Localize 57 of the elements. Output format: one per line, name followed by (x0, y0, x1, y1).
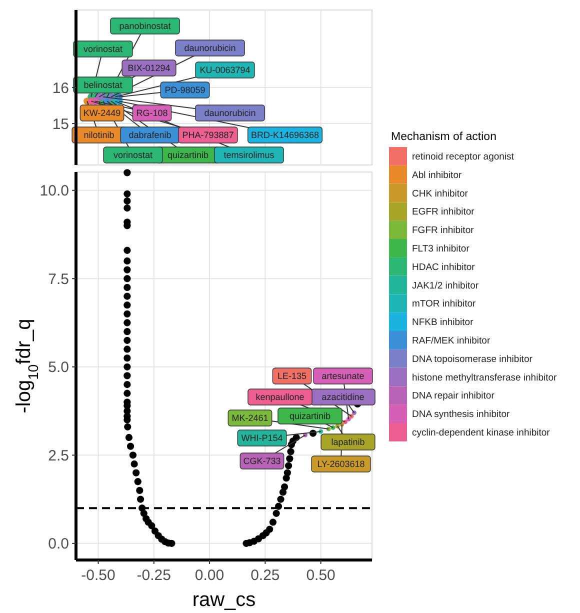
data-label: daunorubicin (184, 43, 236, 54)
data-label: belinostat (84, 80, 123, 90)
data-label: quizartinib (289, 411, 331, 422)
legend-label: cyclin-dependent kinase inhibitor (412, 428, 550, 438)
y-tick-label: 2.5 (48, 447, 69, 464)
data-label: daunorubicin (204, 108, 256, 118)
legend-label: DNA repair inhibitor (412, 390, 494, 402)
data-label: LE-135 (277, 371, 307, 382)
data-label: vorinostat (83, 44, 124, 54)
data-label: BIX-01294 (128, 63, 170, 74)
legend-label: RAF/MEK inhibitor (412, 336, 490, 346)
y-tick-label: 7.5 (48, 270, 69, 288)
data-label: nilotinib (84, 130, 114, 140)
legend-label: EGFR inhibitor (412, 206, 474, 218)
legend-label: FGFR inhibitor (412, 225, 474, 236)
x-tick-label: -0.50 (81, 567, 116, 584)
y-tick-label: 16 (52, 80, 69, 97)
legend-label: retinoid receptor agonist (412, 152, 514, 162)
data-label: WHI-P154 (241, 433, 283, 444)
data-label: vorinostat (113, 150, 154, 160)
legend-label: Abl inhibitor (412, 170, 462, 181)
data-label: lapatinib (331, 437, 365, 448)
data-label: temsirolimus (224, 150, 275, 160)
legend-label: mTOR inhibitor (412, 298, 476, 310)
data-label: LY-2603618 (317, 459, 365, 470)
data-label: panobinostat (119, 21, 172, 32)
data-label: PD-98059 (164, 85, 206, 96)
data-label: CGK-733 (243, 456, 281, 466)
legend-label: CHK inhibitor (412, 188, 468, 200)
data-label: MK-2461 (232, 413, 268, 424)
data-label: kenpaullone (256, 392, 304, 402)
x-axis-title: raw_cs (192, 589, 256, 611)
legend-label: DNA synthesis inhibitor (412, 409, 510, 420)
y-tick-label: 15 (52, 116, 69, 133)
x-tick-label: 0.50 (306, 567, 336, 584)
x-tick-label: -0.25 (136, 567, 171, 584)
legend-label: histone methyltransferase inhibitor (412, 372, 557, 384)
data-label: RG-108 (136, 108, 168, 118)
legend-label: DNA topoisomerase inhibitor (412, 354, 532, 365)
y-tick-label: 5.0 (48, 359, 69, 376)
legend-label: HDAC inhibitor (412, 262, 475, 273)
data-label: KU-0063794 (200, 65, 250, 76)
x-tick-label: 0.00 (194, 567, 224, 584)
y-tick-label: 0.0 (48, 536, 69, 553)
data-label: BRD-K14696368 (250, 130, 320, 140)
y-tick-label: 10.0 (40, 182, 69, 200)
legend-label: JAK1/2 inhibitor (412, 280, 479, 292)
data-label: quizartinib (167, 150, 209, 160)
x-tick-label: 0.25 (250, 567, 280, 584)
data-label: KW-2449 (83, 108, 121, 118)
data-label: azacitidine (322, 392, 364, 402)
data-label: dabrafenib (128, 130, 172, 140)
data-label: artesunate (322, 371, 364, 382)
legend-label: NFKB inhibitor (412, 317, 474, 328)
data-label: PHA-793887 (182, 130, 234, 140)
legend-title: Mechanism of action (391, 131, 496, 143)
legend-label: FLT3 inhibitor (412, 244, 470, 254)
